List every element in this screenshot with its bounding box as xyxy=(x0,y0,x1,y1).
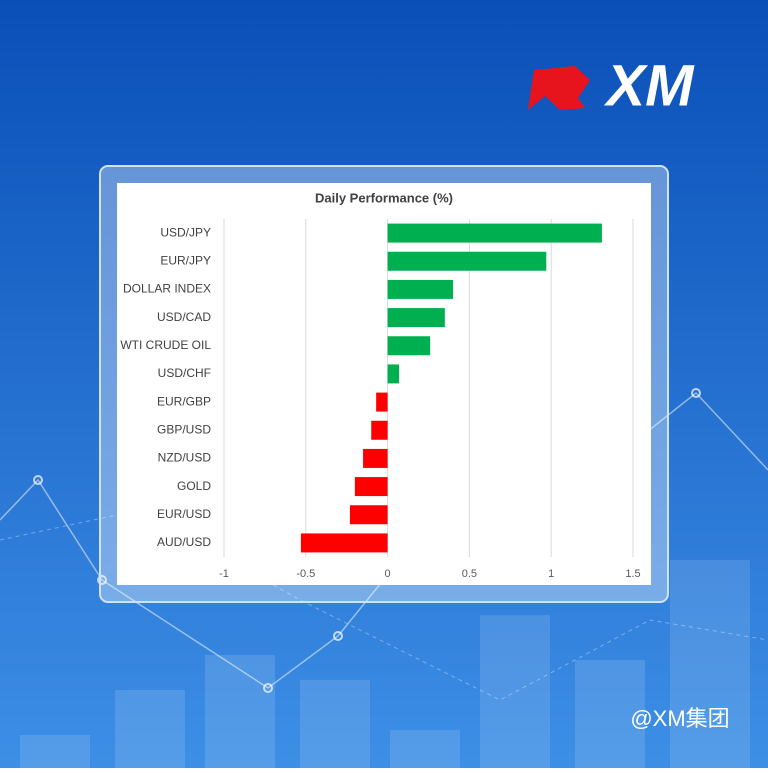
y-tick-label: AUD/USD xyxy=(157,535,211,549)
chart-area xyxy=(117,183,651,585)
x-tick-label: 0 xyxy=(385,568,391,580)
x-tick-label: -1 xyxy=(219,568,229,580)
y-tick-label: WTI CRUDE OIL xyxy=(120,338,211,352)
y-tick-label: USD/CHF xyxy=(158,366,211,380)
bar xyxy=(387,308,445,328)
bar xyxy=(387,223,602,243)
bar xyxy=(354,477,388,497)
y-tick-label: USD/JPY xyxy=(160,225,211,239)
decor-dots xyxy=(33,388,701,693)
x-tick-label: 1 xyxy=(548,568,554,580)
y-tick-label: EUR/GBP xyxy=(157,394,211,408)
bar xyxy=(363,448,388,468)
watermark: @XM集团 xyxy=(630,706,729,731)
bar xyxy=(300,533,388,553)
logo-text: XM xyxy=(604,53,696,118)
bar xyxy=(371,420,388,440)
logo-mark xyxy=(528,66,590,110)
bar xyxy=(349,505,388,525)
bar xyxy=(376,392,388,412)
bar xyxy=(387,279,454,299)
decor-bars xyxy=(20,560,750,768)
y-tick-label: GOLD xyxy=(177,479,211,493)
x-tick-label: 0.5 xyxy=(462,568,477,580)
bar xyxy=(387,364,400,384)
x-tick-label: 1.5 xyxy=(625,568,640,580)
y-tick-label: GBP/USD xyxy=(157,422,211,436)
bar xyxy=(387,251,547,271)
x-tick-label: -0.5 xyxy=(296,568,315,580)
bar xyxy=(387,336,431,356)
y-tick-label: USD/CAD xyxy=(157,310,211,324)
plot: -1 -0.5 0 0.5 1 1.5 USD/JPY EUR/JPY DOLLAR INDEX… xyxy=(120,219,641,580)
y-tick-label: EUR/USD xyxy=(157,507,211,521)
y-tick-label: EUR/JPY xyxy=(160,253,211,267)
y-tick-label: NZD/USD xyxy=(158,451,212,465)
y-tick-label: DOLLAR INDEX xyxy=(123,282,211,296)
chart-title: Daily Performance (%) xyxy=(315,190,453,205)
